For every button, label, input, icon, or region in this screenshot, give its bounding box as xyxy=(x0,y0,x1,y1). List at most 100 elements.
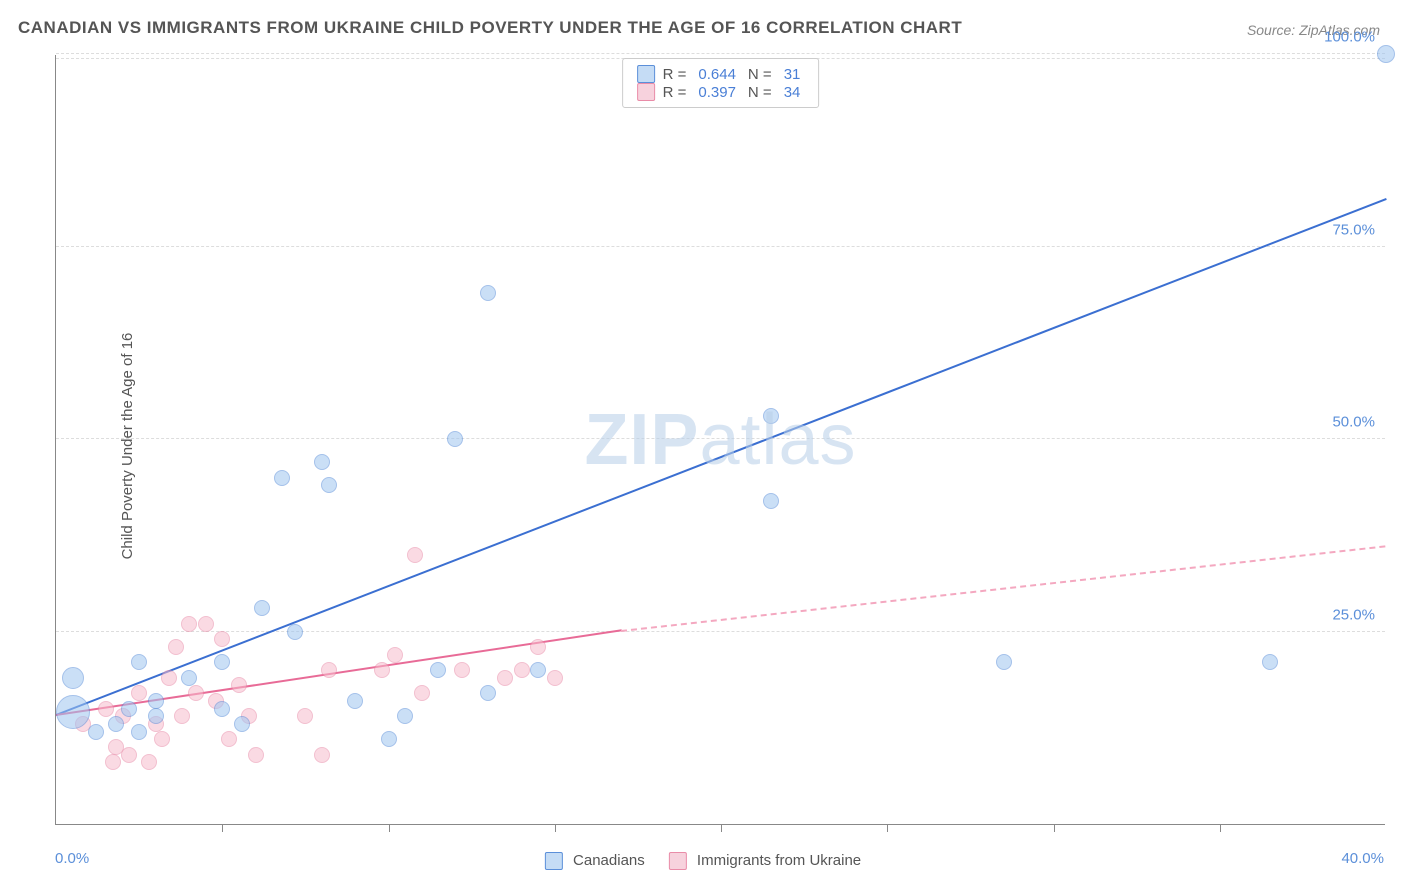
data-point xyxy=(381,731,397,747)
legend-item-canadians: Canadians xyxy=(545,852,645,870)
data-point xyxy=(88,724,104,740)
data-point xyxy=(231,677,247,693)
data-point xyxy=(105,754,121,770)
data-point xyxy=(214,631,230,647)
data-point xyxy=(214,654,230,670)
trend-line xyxy=(56,198,1387,716)
data-point xyxy=(387,647,403,663)
chart-container: CANADIAN VS IMMIGRANTS FROM UKRAINE CHIL… xyxy=(0,0,1406,892)
data-point xyxy=(454,662,470,678)
data-point xyxy=(497,670,513,686)
data-point xyxy=(514,662,530,678)
x-tick-max: 40.0% xyxy=(1341,850,1384,867)
data-point xyxy=(98,701,114,717)
x-tick xyxy=(389,824,390,832)
data-point xyxy=(274,470,290,486)
n-label: N = xyxy=(748,84,772,101)
data-point xyxy=(254,600,270,616)
data-point xyxy=(62,667,84,689)
y-tick-label: 100.0% xyxy=(1324,29,1375,46)
data-point xyxy=(287,624,303,640)
data-point xyxy=(148,708,164,724)
data-point xyxy=(214,701,230,717)
legend-row-blue: R = 0.644 N = 31 xyxy=(637,65,805,83)
data-point xyxy=(321,477,337,493)
data-point xyxy=(530,639,546,655)
data-point xyxy=(248,747,264,763)
chart-title: CANADIAN VS IMMIGRANTS FROM UKRAINE CHIL… xyxy=(18,18,962,38)
y-tick-label: 75.0% xyxy=(1332,221,1375,238)
x-tick xyxy=(222,824,223,832)
data-point xyxy=(407,547,423,563)
r-label: R = xyxy=(663,66,687,83)
data-point xyxy=(414,685,430,701)
data-point xyxy=(430,662,446,678)
watermark: ZIPatlas xyxy=(584,399,856,481)
data-point xyxy=(234,716,250,732)
x-tick xyxy=(555,824,556,832)
r-value-blue: 0.644 xyxy=(694,66,740,83)
data-point xyxy=(198,616,214,632)
data-point xyxy=(321,662,337,678)
data-point xyxy=(121,747,137,763)
data-point xyxy=(131,685,147,701)
data-point xyxy=(221,731,237,747)
data-point xyxy=(314,747,330,763)
data-point xyxy=(397,708,413,724)
legend-swatch-pink-icon xyxy=(669,852,687,870)
gridline xyxy=(56,631,1385,632)
data-point xyxy=(131,654,147,670)
x-tick-min: 0.0% xyxy=(55,850,89,867)
x-tick xyxy=(887,824,888,832)
data-point xyxy=(174,708,190,724)
gridline xyxy=(56,53,1385,54)
data-point xyxy=(161,670,177,686)
data-point xyxy=(181,616,197,632)
data-point xyxy=(314,454,330,470)
data-point xyxy=(996,654,1012,670)
series-legend: Canadians Immigrants from Ukraine xyxy=(545,852,861,870)
watermark-bold: ZIP xyxy=(584,400,699,480)
n-value-pink: 34 xyxy=(780,84,805,101)
data-point xyxy=(181,670,197,686)
x-tick xyxy=(721,824,722,832)
data-point xyxy=(131,724,147,740)
gridline xyxy=(56,246,1385,247)
data-point xyxy=(547,670,563,686)
data-point xyxy=(530,662,546,678)
legend-row-pink: R = 0.397 N = 34 xyxy=(637,83,805,101)
data-point xyxy=(121,701,137,717)
r-label: R = xyxy=(663,84,687,101)
data-point xyxy=(763,408,779,424)
data-point xyxy=(347,693,363,709)
data-point xyxy=(188,685,204,701)
plot-area: ZIPatlas R = 0.644 N = 31 R = 0.397 N = … xyxy=(55,55,1385,825)
legend-label-canadians: Canadians xyxy=(573,852,645,869)
legend-label-ukraine: Immigrants from Ukraine xyxy=(697,852,861,869)
x-tick xyxy=(1220,824,1221,832)
data-point xyxy=(297,708,313,724)
data-point xyxy=(1377,45,1395,63)
r-value-pink: 0.397 xyxy=(694,84,740,101)
n-value-blue: 31 xyxy=(780,66,805,83)
legend-item-ukraine: Immigrants from Ukraine xyxy=(669,852,861,870)
data-point xyxy=(56,695,90,729)
data-point xyxy=(480,285,496,301)
data-point xyxy=(480,685,496,701)
data-point xyxy=(168,639,184,655)
y-tick-label: 50.0% xyxy=(1332,414,1375,431)
data-point xyxy=(763,493,779,509)
correlation-legend: R = 0.644 N = 31 R = 0.397 N = 34 xyxy=(622,58,820,108)
data-point xyxy=(148,693,164,709)
data-point xyxy=(141,754,157,770)
gridline xyxy=(56,438,1385,439)
data-point xyxy=(374,662,390,678)
legend-swatch-blue-icon xyxy=(545,852,563,870)
legend-swatch-pink xyxy=(637,83,655,101)
data-point xyxy=(1262,654,1278,670)
data-point xyxy=(154,731,170,747)
data-point xyxy=(447,431,463,447)
n-label: N = xyxy=(748,66,772,83)
data-point xyxy=(108,716,124,732)
legend-swatch-blue xyxy=(637,65,655,83)
